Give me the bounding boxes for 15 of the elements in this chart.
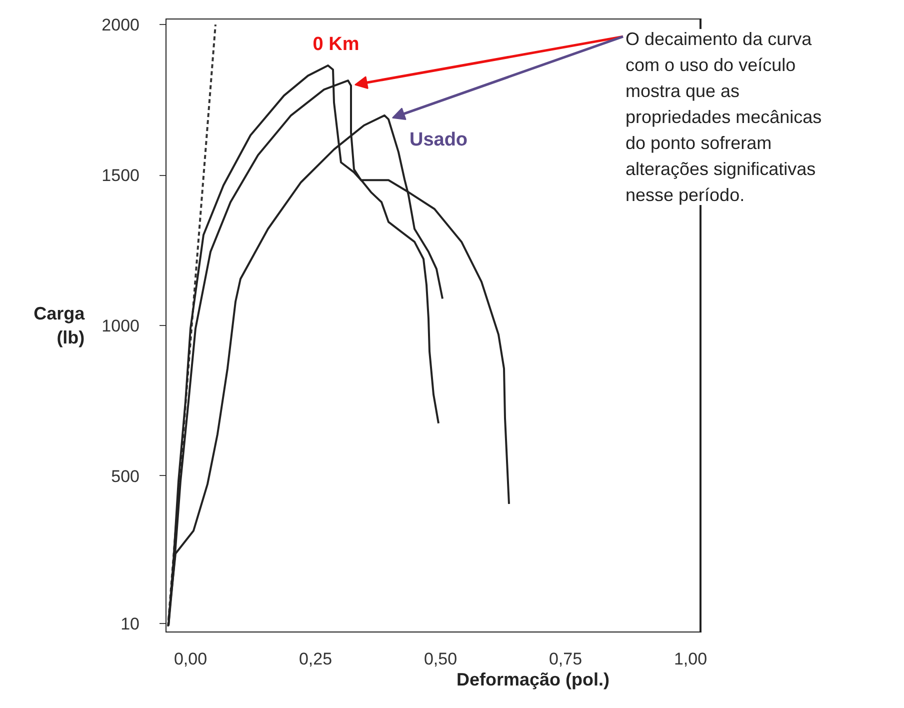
annotation: Usado (409, 129, 468, 150)
y-tick-label: 1000 (102, 316, 140, 336)
x-tick-label: 0,00 (174, 650, 208, 668)
y-tick-label: 10 (120, 614, 140, 634)
y-tick-label: 1500 (102, 166, 140, 186)
x-tick-label: 0,75 (548, 650, 582, 668)
annotation: O decaimento da curva com o uso do veículo mostra que as propriedades mecânicas do ponto sofreram alterações significativas nesse período. (626, 29, 822, 206)
x-axis-title: Deformação (pol.) (456, 670, 610, 690)
annotation: 0 Km (312, 34, 360, 56)
x-tick-label: 0,50 (424, 650, 458, 668)
y-axis-title: Carga (lb) (34, 304, 86, 348)
x-tick-label: 1,00 (674, 650, 708, 668)
y-tick-label: 500 (111, 466, 140, 486)
y-tick-label: 2000 (102, 16, 140, 35)
x-tick-label: 0,25 (298, 650, 332, 668)
